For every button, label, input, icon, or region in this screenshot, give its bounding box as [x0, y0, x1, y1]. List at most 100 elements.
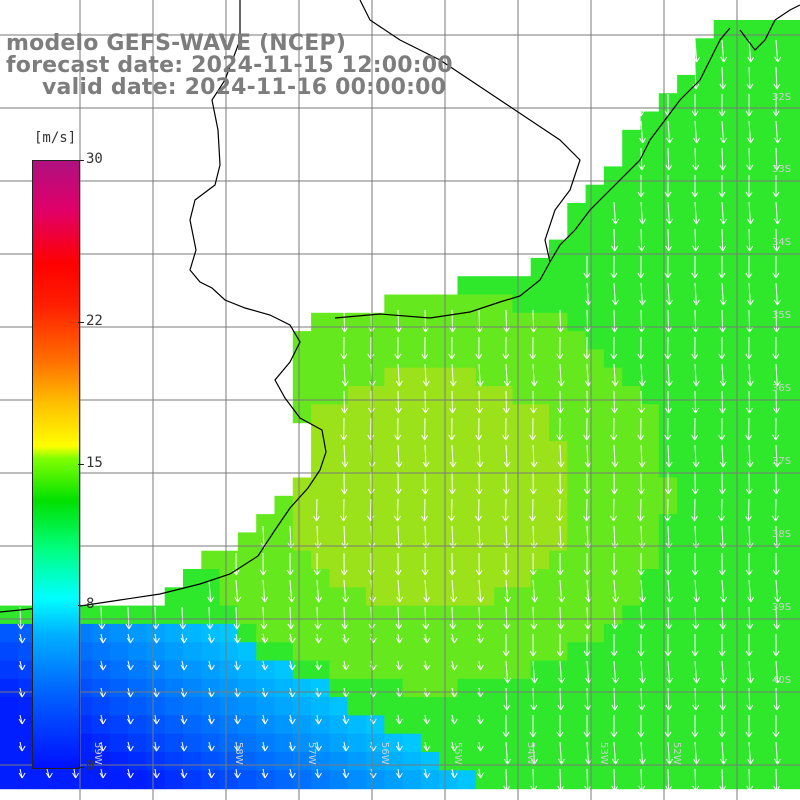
wind-speed-cell [732, 660, 751, 680]
wind-arrow [638, 606, 646, 630]
wind-speed-cell [585, 184, 605, 204]
wind-speed-cell [677, 404, 696, 424]
wind-speed-cell [402, 587, 422, 607]
wind-speed-cell [786, 404, 800, 424]
wind-speed-cell [274, 623, 294, 643]
wind-speed-cell [786, 367, 800, 387]
wind-speed-cell [329, 569, 349, 588]
wind-arrow [746, 768, 754, 792]
wind-speed-cell [713, 386, 733, 405]
wind-speed-cell [732, 587, 751, 607]
wind-arrow [476, 390, 483, 414]
wind-speed-cell [732, 294, 751, 314]
wind-speed-cell [713, 770, 733, 790]
wind-speed-cell [585, 459, 605, 479]
wind-arrow [665, 363, 673, 387]
wind-arrow [583, 255, 591, 279]
wind-speed-cell [677, 587, 696, 607]
wind-arrow [531, 579, 539, 603]
wind-arrow [313, 552, 321, 576]
latitude-label: 40S [772, 675, 791, 686]
wind-speed-cell [713, 20, 733, 39]
wind-speed-cell [402, 715, 422, 735]
wind-arrow [395, 444, 403, 468]
wind-speed-cell [585, 386, 605, 405]
wind-speed-cell [530, 605, 550, 625]
wind-speed-cell [695, 367, 715, 387]
wind-speed-cell [622, 623, 642, 643]
wind-speed-cell [457, 587, 477, 607]
colorbar-tick-label: 15 [86, 454, 103, 471]
wind-speed-cell [512, 569, 532, 588]
wind-speed-cell [530, 697, 550, 716]
wind-speed-cell [256, 623, 276, 643]
wind-speed-cell [384, 422, 404, 442]
latitude-label: 33S [772, 164, 791, 175]
wind-speed-cell [494, 404, 513, 424]
wind-speed-cell [457, 752, 477, 771]
wind-arrow [504, 741, 511, 765]
wind-speed-cell [585, 257, 605, 277]
wind-speed-cell [292, 697, 312, 716]
wind-speed-cell [750, 349, 770, 369]
wind-speed-cell [768, 697, 788, 716]
wind-arrow [745, 498, 752, 522]
wind-arrow [664, 417, 672, 441]
wind-speed-cell [109, 752, 129, 771]
wind-speed-cell [329, 404, 349, 424]
wind-speed-cell [549, 733, 568, 753]
wind-speed-cell [713, 221, 733, 241]
wind-arrow [692, 228, 700, 252]
wind-speed-cell [622, 166, 642, 186]
wind-speed-cell [768, 367, 788, 387]
wind-speed-cell [512, 642, 532, 662]
wind-arrow [773, 606, 781, 630]
wind-speed-cell [750, 514, 770, 533]
wind-speed-cell [603, 733, 623, 753]
wind-speed-cell [732, 276, 751, 296]
wind-arrow [666, 120, 674, 144]
wind-arrow [422, 606, 430, 630]
wind-speed-cell [786, 623, 800, 643]
wind-speed-cell [640, 422, 660, 442]
wind-arrow [503, 444, 511, 468]
wind-speed-cell [768, 422, 788, 442]
wind-arrow [773, 768, 781, 792]
wind-speed-cell [786, 93, 800, 113]
wind-speed-cell [750, 532, 770, 552]
wind-speed-cell [585, 605, 605, 625]
wind-speed-cell [732, 642, 751, 662]
wind-speed-cell [530, 770, 550, 790]
wind-arrow [288, 768, 296, 779]
wind-speed-cell [677, 422, 696, 442]
wind-arrow [153, 633, 160, 644]
wind-arrow [502, 471, 510, 495]
wind-arrow [773, 363, 781, 387]
wind-speed-cell [439, 770, 459, 790]
wind-arrow [772, 255, 780, 279]
wind-speed-cell [439, 386, 459, 405]
wind-speed-cell [732, 56, 751, 76]
wind-speed-cell [183, 569, 202, 588]
wind-speed-cell [640, 715, 660, 735]
wind-speed-cell [603, 678, 623, 698]
wind-speed-cell [622, 697, 642, 716]
wind-arrow [449, 444, 457, 468]
wind-speed-cell [512, 678, 532, 698]
wind-speed-cell [292, 495, 312, 515]
wind-speed-cell [768, 770, 788, 790]
wind-speed-cell [603, 770, 623, 790]
wind-speed-cell [603, 550, 623, 570]
wind-arrow [612, 660, 620, 684]
wind-arrow [153, 768, 160, 779]
wind-arrow [746, 66, 754, 90]
wind-speed-cell [549, 642, 568, 662]
wind-speed-cell [439, 349, 459, 369]
wind-arrow [612, 741, 619, 765]
wind-speed-cell [768, 257, 788, 277]
wind-arrow [745, 715, 753, 738]
wind-speed-cell [347, 623, 367, 643]
wind-speed-cell [549, 386, 568, 405]
wind-speed-cell [128, 642, 147, 662]
wind-arrow [692, 66, 700, 90]
